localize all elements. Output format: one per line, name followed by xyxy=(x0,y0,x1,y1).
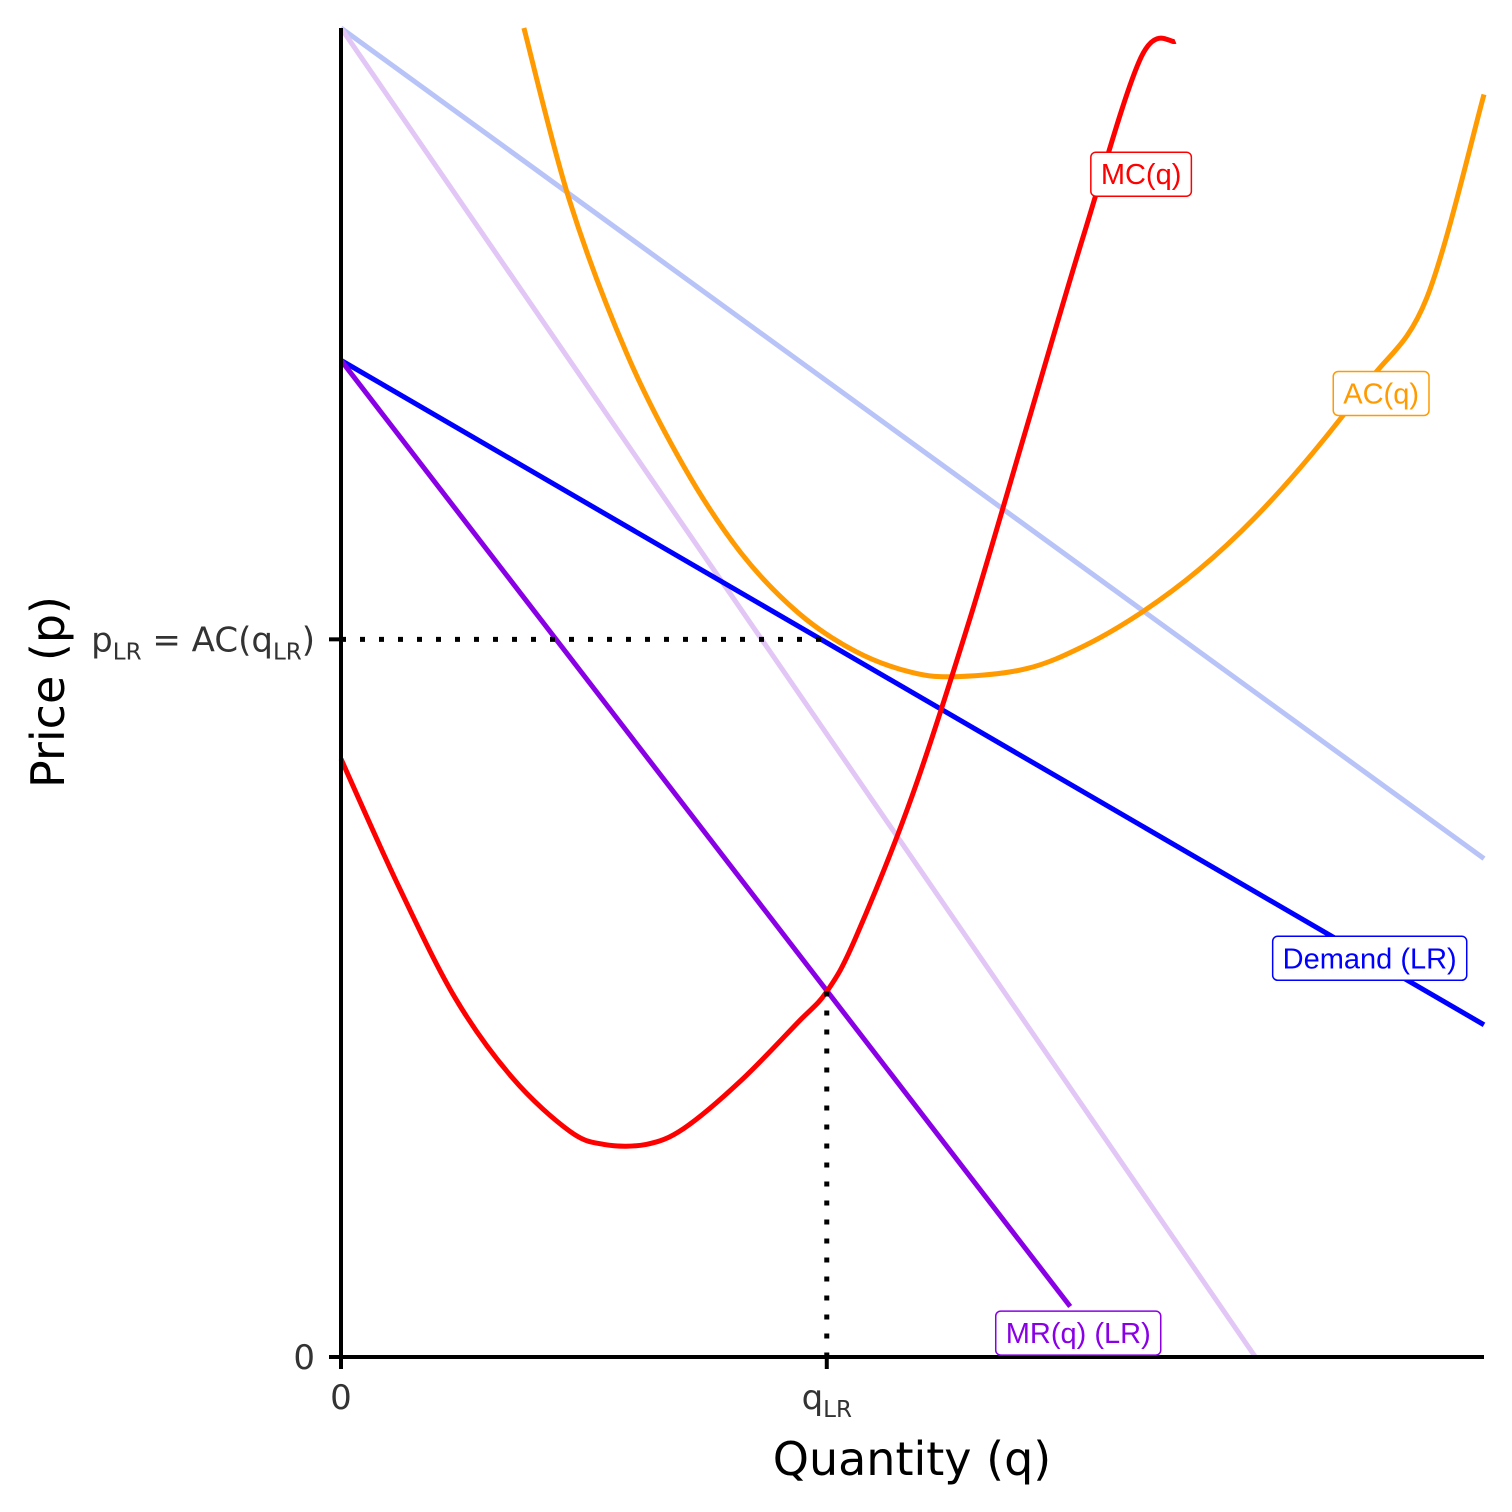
x-tick-label: qLR xyxy=(802,1378,852,1423)
label-mc: MC(q) xyxy=(1090,151,1193,197)
curves-layer xyxy=(338,25,1487,1359)
label-box xyxy=(994,1310,1162,1356)
reference-lines xyxy=(341,636,830,1357)
y-tick-label: 0 xyxy=(293,1338,315,1378)
series-mr-lr-line xyxy=(339,358,1073,1309)
label-text: AC(q) xyxy=(1343,378,1419,410)
label-box xyxy=(1090,151,1193,197)
label-text: MR(q) (LR) xyxy=(1006,1318,1151,1350)
x-axis-title: Quantity (q) xyxy=(773,1432,1052,1486)
series-mr-sr-line xyxy=(338,26,1258,1359)
y-tick-label: pLR = AC(qLR) xyxy=(91,620,315,665)
axes xyxy=(339,28,1484,1359)
x-tick-label: 0 xyxy=(330,1378,352,1418)
label-text: Demand (LR) xyxy=(1283,943,1457,975)
label-ac: AC(q) xyxy=(1332,370,1430,417)
curve-labels: MC(q) AC(q) Demand (LR) MR(q) (LR) xyxy=(994,151,1468,1356)
label-text: MC(q) xyxy=(1101,159,1182,191)
series-demand-sr-line xyxy=(339,25,1486,861)
label-box xyxy=(1332,370,1430,417)
series-ac-line xyxy=(521,27,1487,680)
series-demand-lr-line xyxy=(339,358,1486,1027)
label-mr-lr: MR(q) (LR) xyxy=(994,1310,1162,1356)
ticks: 0 qLR 0 pLR = AC(qLR) xyxy=(91,620,852,1423)
label-demand-lr: Demand (LR) xyxy=(1271,935,1468,982)
series-mc-line xyxy=(338,35,1177,1149)
label-box xyxy=(1271,935,1468,982)
y-axis-title: Price (p) xyxy=(21,596,75,788)
